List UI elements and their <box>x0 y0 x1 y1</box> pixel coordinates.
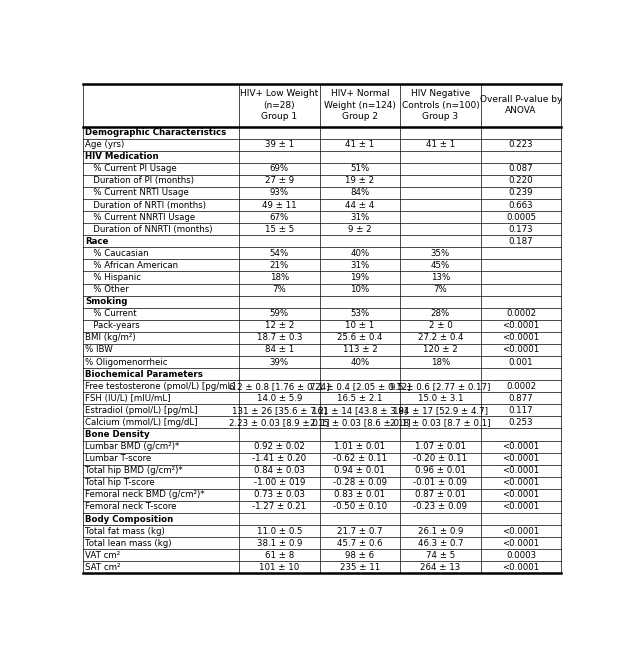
Text: 13%: 13% <box>431 273 450 282</box>
Text: 84%: 84% <box>350 188 369 197</box>
Text: % Other: % Other <box>86 285 129 294</box>
Text: Total hip BMD (g/cm²)*: Total hip BMD (g/cm²)* <box>86 466 183 475</box>
Text: 1.07 ± 0.01: 1.07 ± 0.01 <box>415 442 466 451</box>
Text: 40%: 40% <box>350 358 369 366</box>
Text: Age (yrs): Age (yrs) <box>86 140 125 149</box>
Text: 0.663: 0.663 <box>509 201 533 210</box>
Text: Pack-years: Pack-years <box>86 322 140 331</box>
Text: % IBW: % IBW <box>86 345 113 355</box>
Text: 15 ± 5: 15 ± 5 <box>265 225 294 234</box>
Text: <0.0001: <0.0001 <box>503 466 540 475</box>
Text: 54%: 54% <box>270 249 289 258</box>
Text: 0.173: 0.173 <box>509 225 533 234</box>
Text: 21.7 ± 0.7: 21.7 ± 0.7 <box>337 527 382 536</box>
Text: 0.0002: 0.0002 <box>506 382 536 391</box>
Text: 0.0002: 0.0002 <box>506 309 536 318</box>
Text: 0.117: 0.117 <box>509 406 533 415</box>
Text: VAT cm²: VAT cm² <box>86 551 121 560</box>
Text: 12 ± 2: 12 ± 2 <box>265 322 294 331</box>
Text: Overall P-value by
ANOVA: Overall P-value by ANOVA <box>480 95 562 115</box>
Text: 74 ± 5: 74 ± 5 <box>426 551 455 560</box>
Text: FSH (IU/L) [mIU/mL]: FSH (IU/L) [mIU/mL] <box>86 394 171 402</box>
Text: 40%: 40% <box>350 249 369 258</box>
Text: 0.877: 0.877 <box>509 394 533 402</box>
Text: -0.01 ± 0.09: -0.01 ± 0.09 <box>413 478 467 487</box>
Text: 14.0 ± 5.9: 14.0 ± 5.9 <box>257 394 302 402</box>
Text: <0.0001: <0.0001 <box>503 539 540 547</box>
Text: 0.83 ± 0.01: 0.83 ± 0.01 <box>335 490 386 499</box>
Text: 7%: 7% <box>272 285 286 294</box>
Text: 41 ± 1: 41 ± 1 <box>345 140 374 149</box>
Text: 25.6 ± 0.4: 25.6 ± 0.4 <box>337 333 382 342</box>
Text: % Caucasian: % Caucasian <box>86 249 149 258</box>
Text: Calcium (mmol/L) [mg/dL]: Calcium (mmol/L) [mg/dL] <box>86 418 198 427</box>
Text: -1.27 ± 0.21: -1.27 ± 0.21 <box>252 503 306 511</box>
Text: 0.001: 0.001 <box>509 358 533 366</box>
Text: <0.0001: <0.0001 <box>503 345 540 355</box>
Text: 35%: 35% <box>431 249 450 258</box>
Text: Total lean mass (kg): Total lean mass (kg) <box>86 539 172 547</box>
Text: 0.84 ± 0.03: 0.84 ± 0.03 <box>254 466 305 475</box>
Text: -0.50 ± 0.10: -0.50 ± 0.10 <box>333 503 387 511</box>
Text: <0.0001: <0.0001 <box>503 478 540 487</box>
Text: Demographic Characteristics: Demographic Characteristics <box>86 128 226 137</box>
Text: 21%: 21% <box>270 261 289 270</box>
Text: % Hispanic: % Hispanic <box>86 273 142 282</box>
Text: 1.01 ± 0.01: 1.01 ± 0.01 <box>335 442 386 451</box>
Text: <0.0001: <0.0001 <box>503 322 540 331</box>
Text: 31%: 31% <box>350 261 369 270</box>
Text: 7%: 7% <box>433 285 447 294</box>
Text: 0.87 ± 0.01: 0.87 ± 0.01 <box>415 490 466 499</box>
Text: 101 ± 10: 101 ± 10 <box>259 563 299 572</box>
Text: 9 ± 2: 9 ± 2 <box>348 225 372 234</box>
Text: 2.18 ± 0.03 [8.7 ± 0.1]: 2.18 ± 0.03 [8.7 ± 0.1] <box>390 418 491 427</box>
Text: 98 ± 6: 98 ± 6 <box>345 551 374 560</box>
Text: Body Composition: Body Composition <box>86 514 174 523</box>
Text: Duration of PI (months): Duration of PI (months) <box>86 177 194 186</box>
Text: Total hip T-score: Total hip T-score <box>86 478 155 487</box>
Text: Duration of NRTI (months): Duration of NRTI (months) <box>86 201 206 210</box>
Text: % Current: % Current <box>86 309 137 318</box>
Text: 2.15 ± 0.03 [8.6 ± 0.1]: 2.15 ± 0.03 [8.6 ± 0.1] <box>309 418 410 427</box>
Text: <0.0001: <0.0001 <box>503 490 540 499</box>
Text: -0.28 ± 0.09: -0.28 ± 0.09 <box>333 478 387 487</box>
Text: 53%: 53% <box>350 309 369 318</box>
Text: 10%: 10% <box>350 285 369 294</box>
Text: 0.96 ± 0.01: 0.96 ± 0.01 <box>415 466 466 475</box>
Text: % Current PI Usage: % Current PI Usage <box>86 164 177 173</box>
Text: 84 ± 1: 84 ± 1 <box>265 345 294 355</box>
Text: Biochemical Parameters: Biochemical Parameters <box>86 369 203 378</box>
Text: 41 ± 1: 41 ± 1 <box>426 140 455 149</box>
Text: 69%: 69% <box>270 164 289 173</box>
Text: HIV Negative
Controls (n=100)
Group 3: HIV Negative Controls (n=100) Group 3 <box>401 89 479 121</box>
Text: Estradiol (pmol/L) [pg/mL]: Estradiol (pmol/L) [pg/mL] <box>86 406 198 415</box>
Text: Bone Density: Bone Density <box>86 430 150 439</box>
Text: 0.94 ± 0.01: 0.94 ± 0.01 <box>335 466 386 475</box>
Text: 18%: 18% <box>270 273 289 282</box>
Text: 45%: 45% <box>431 261 450 270</box>
Text: 51%: 51% <box>350 164 369 173</box>
Text: 44 ± 4: 44 ± 4 <box>345 201 374 210</box>
Text: -0.20 ± 0.11: -0.20 ± 0.11 <box>413 454 467 463</box>
Text: <0.0001: <0.0001 <box>503 503 540 511</box>
Text: Smoking: Smoking <box>86 297 128 306</box>
Text: 0.0005: 0.0005 <box>506 213 536 222</box>
Text: 39 ± 1: 39 ± 1 <box>265 140 294 149</box>
Text: 7.1 ± 0.4 [2.05 ± 0.12]: 7.1 ± 0.4 [2.05 ± 0.12] <box>309 382 410 391</box>
Text: Femoral neck T-score: Femoral neck T-score <box>86 503 177 511</box>
Text: 194 ± 17 [52.9 ± 4.7]: 194 ± 17 [52.9 ± 4.7] <box>393 406 488 415</box>
Text: Race: Race <box>86 237 109 246</box>
Text: 0.73 ± 0.03: 0.73 ± 0.03 <box>254 490 305 499</box>
Text: <0.0001: <0.0001 <box>503 454 540 463</box>
Text: 18%: 18% <box>431 358 450 366</box>
Text: 0.253: 0.253 <box>509 418 533 427</box>
Text: 235 ± 11: 235 ± 11 <box>340 563 380 572</box>
Text: 67%: 67% <box>270 213 289 222</box>
Text: 19 ± 2: 19 ± 2 <box>345 177 374 186</box>
Text: 26.1 ± 0.9: 26.1 ± 0.9 <box>418 527 463 536</box>
Text: BMI (kg/m²): BMI (kg/m²) <box>86 333 136 342</box>
Text: 38.1 ± 0.9: 38.1 ± 0.9 <box>257 539 302 547</box>
Text: 16.5 ± 2.1: 16.5 ± 2.1 <box>337 394 382 402</box>
Text: 120 ± 2: 120 ± 2 <box>423 345 458 355</box>
Text: 61 ± 8: 61 ± 8 <box>265 551 294 560</box>
